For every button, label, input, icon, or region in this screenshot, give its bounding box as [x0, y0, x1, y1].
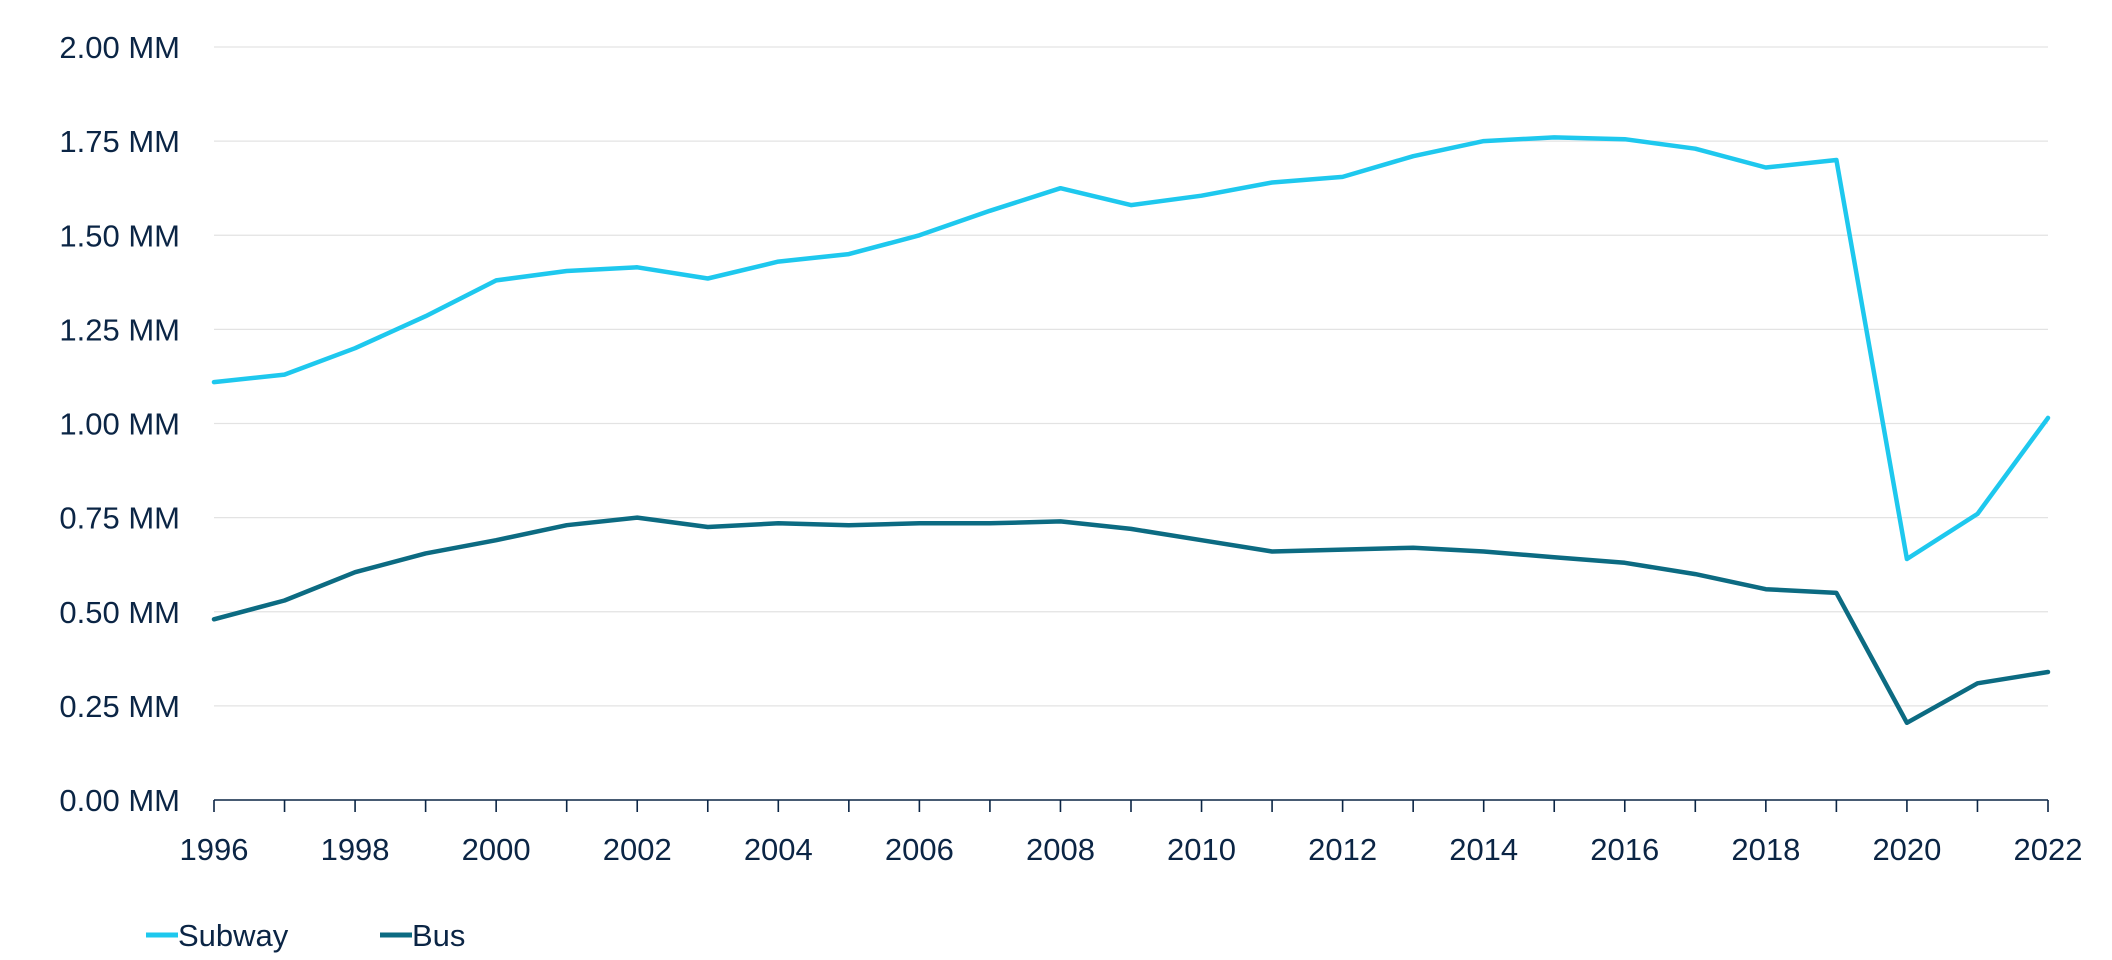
- x-tick-label: 2000: [462, 832, 531, 867]
- legend-item-bus: Bus: [380, 918, 465, 953]
- legend-label: Bus: [412, 918, 465, 953]
- x-tick-label: 1996: [180, 832, 249, 867]
- x-tick-label: 2012: [1308, 832, 1377, 867]
- y-tick-label: 1.25 MM: [59, 312, 180, 347]
- y-tick-label: 1.00 MM: [59, 407, 180, 442]
- x-tick-label: 2002: [603, 832, 672, 867]
- x-tick-label: 2022: [2014, 832, 2083, 867]
- legend-label: Subway: [178, 918, 289, 953]
- series-lines: [211, 135, 2051, 726]
- y-tick-label: 0.25 MM: [59, 689, 180, 724]
- legend: Subway Bus: [146, 918, 465, 953]
- y-tick-label: 2.00 MM: [59, 30, 180, 65]
- x-tick-label: 2018: [1731, 832, 1800, 867]
- legend-item-subway: Subway: [146, 918, 289, 953]
- y-tick-label: 0.00 MM: [59, 783, 180, 818]
- y-tick-label: 0.50 MM: [59, 595, 180, 630]
- x-tick-label: 2008: [1026, 832, 1095, 867]
- x-tick-label: 2020: [1872, 832, 1941, 867]
- series-line-subway: [211, 135, 2051, 562]
- x-tick-label: 2016: [1590, 832, 1659, 867]
- axes: 0.00 MM 0.25 MM 0.50 MM 0.75 MM 1.00 MM 1.25 …: [59, 30, 2082, 867]
- series-line-bus: [211, 515, 2051, 726]
- y-tick-label: 1.75 MM: [59, 124, 180, 159]
- y-tick-label: 0.75 MM: [59, 501, 180, 536]
- x-tick-label: 2004: [744, 832, 813, 867]
- gridlines: [214, 46, 2048, 707]
- y-tick-label: 1.50 MM: [59, 218, 180, 253]
- x-tick-label: 2014: [1449, 832, 1518, 867]
- x-tick-label: 2006: [885, 832, 954, 867]
- x-tick-label: 2010: [1167, 832, 1236, 867]
- x-tick-label: 1998: [321, 832, 390, 867]
